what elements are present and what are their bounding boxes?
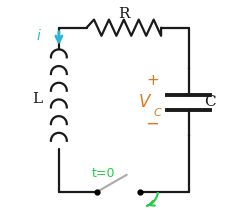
Text: t=0: t=0	[92, 167, 115, 180]
Text: i: i	[37, 29, 41, 43]
Text: C: C	[154, 108, 162, 118]
Text: R: R	[118, 7, 130, 21]
Text: C: C	[204, 95, 216, 109]
Text: +: +	[146, 73, 159, 88]
Text: L: L	[32, 92, 43, 106]
Text: V: V	[138, 93, 150, 111]
Text: −: −	[146, 115, 160, 132]
